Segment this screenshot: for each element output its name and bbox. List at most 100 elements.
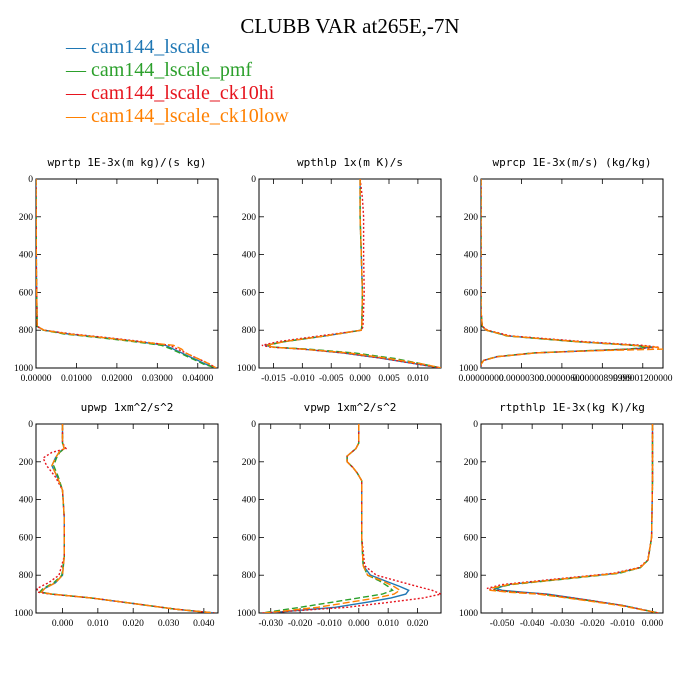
- y-tick-label: 200: [464, 213, 479, 223]
- x-tick-label: 0.00000: [21, 374, 52, 384]
- panel-title: rtpthlp 1E-3x(kg K)/kg: [499, 401, 645, 414]
- plot-frame: [258, 178, 442, 369]
- y-tick-label: 800: [19, 326, 34, 336]
- panel: wprtp 1E-3x(m kg)/(s kg) 0 200 400 600 800 100…: [14, 156, 219, 384]
- y-tick-label: 0: [251, 175, 256, 185]
- series-line: [38, 424, 215, 613]
- x-tick-label: 0.000: [52, 619, 74, 629]
- y-tick-label: 600: [242, 533, 257, 543]
- y-tick-label: 0: [28, 420, 33, 430]
- legend-swatch: —: [66, 36, 86, 58]
- x-tick-label: -0.010: [317, 619, 342, 629]
- y-tick-label: 200: [19, 458, 34, 468]
- y-tick-label: 200: [242, 213, 257, 223]
- y-tick-label: 800: [464, 571, 479, 581]
- y-tick-label: 400: [242, 251, 257, 261]
- y-tick-label: 800: [242, 571, 257, 581]
- legend-swatch: —: [66, 59, 86, 81]
- y-tick-label: 800: [464, 326, 479, 336]
- legend-label: cam144_lscale_ck10hi: [91, 82, 275, 104]
- plot-frame: [480, 178, 664, 369]
- y-tick-label: 0: [251, 420, 256, 430]
- legend: — cam144_lscale — cam144_lscale_pmf — ca…: [66, 36, 289, 128]
- x-tick-label: -0.020: [288, 619, 313, 629]
- x-tick-label: 0.03000: [142, 374, 173, 384]
- y-tick-label: 1000: [459, 609, 478, 619]
- y-tick-label: 400: [19, 251, 34, 261]
- y-tick-label: 600: [464, 288, 479, 298]
- x-tick-label: 0.040: [193, 619, 215, 629]
- y-tick-label: 1000: [237, 364, 256, 374]
- series-line: [264, 424, 402, 613]
- series-line: [261, 424, 394, 613]
- panel: vpwp 1xm^2/s^2 0 200 400 600 800 1000-0.030 -0.…: [237, 401, 442, 629]
- y-tick-label: 400: [464, 251, 479, 261]
- x-tick-label: 0.005: [378, 374, 400, 384]
- legend-item: — cam144_lscale_ck10low: [66, 105, 289, 128]
- y-tick-label: 400: [19, 496, 34, 506]
- x-tick-label: -0.010: [290, 374, 315, 384]
- panel-title: vpwp 1xm^2/s^2: [304, 401, 397, 414]
- legend-swatch: —: [66, 105, 86, 127]
- x-tick-label: 0.00000000: [458, 374, 503, 384]
- x-tick-label: 0.010: [377, 619, 399, 629]
- panel: wpthlp 1x(m K)/s02004006008001000-0.015-…: [237, 156, 442, 384]
- x-tick-label: -0.030: [258, 619, 283, 629]
- y-tick-label: 1000: [237, 609, 256, 619]
- y-tick-label: 600: [19, 533, 34, 543]
- series-line: [491, 424, 659, 613]
- legend-label: cam144_lscale_ck10low: [91, 105, 289, 127]
- legend-label: cam144_lscale_pmf: [91, 59, 253, 81]
- x-tick-label: 0.010: [407, 374, 429, 384]
- y-tick-label: 0: [473, 420, 478, 430]
- x-tick-label: 0.01000: [61, 374, 92, 384]
- x-tick-label: 0.00001200000: [613, 374, 673, 384]
- y-tick-label: 1000: [14, 364, 33, 374]
- y-tick-label: 800: [19, 571, 34, 581]
- y-tick-label: 200: [19, 213, 34, 223]
- legend-item: — cam144_lscale: [66, 36, 289, 59]
- series-line: [36, 179, 217, 368]
- x-tick-label: -0.015: [261, 374, 286, 384]
- panel-title: wprtp 1E-3x(m kg)/(s kg): [48, 156, 207, 169]
- x-tick-label: 0.020: [407, 619, 429, 629]
- panel: wprcp 1E-3x(m/s) (kg/kg) 0 200 400 600 800 100…: [458, 156, 672, 384]
- x-tick-label: -0.005: [319, 374, 344, 384]
- plot-frame: [35, 423, 219, 614]
- x-tick-label: 0.020: [122, 619, 144, 629]
- series-line: [36, 179, 217, 368]
- legend-item: — cam144_lscale_ck10hi: [66, 82, 289, 105]
- panel-title: upwp 1xm^2/s^2: [81, 401, 174, 414]
- legend-item: — cam144_lscale_pmf: [66, 59, 289, 82]
- series-line: [481, 179, 663, 368]
- figure-title: CLUBB VAR at265E,-7N: [240, 14, 460, 38]
- series-line: [264, 179, 441, 368]
- series-line: [39, 424, 215, 613]
- x-tick-label: -0.010: [610, 619, 635, 629]
- y-tick-label: 800: [242, 326, 257, 336]
- x-tick-label: 0.000: [348, 619, 370, 629]
- panel: rtpthlp 1E-3x(kg K)/kg 0 200 400 600 800 1000 -…: [459, 401, 664, 629]
- plot-frame: [258, 423, 442, 614]
- series-line: [481, 179, 660, 368]
- series-line: [261, 179, 441, 368]
- y-tick-label: 200: [242, 458, 257, 468]
- y-tick-label: 400: [464, 496, 479, 506]
- y-tick-label: 0: [473, 175, 478, 185]
- series-line: [493, 424, 659, 613]
- y-tick-label: 1000: [459, 364, 478, 374]
- y-tick-label: 0: [28, 175, 33, 185]
- x-tick-label: 0.04000: [182, 374, 213, 384]
- x-tick-label: 0.000: [642, 619, 664, 629]
- x-tick-label: 0.030: [158, 619, 180, 629]
- x-tick-label: -0.050: [490, 619, 515, 629]
- panel: upwp 1xm^2/s^2 0 200 400 600 800 1000 0.000 0.01…: [14, 401, 219, 629]
- series-line: [489, 424, 659, 613]
- y-tick-label: 200: [464, 458, 479, 468]
- y-tick-label: 400: [242, 496, 257, 506]
- series-line: [266, 179, 441, 368]
- series-line: [267, 424, 410, 613]
- plot-frame: [480, 423, 664, 614]
